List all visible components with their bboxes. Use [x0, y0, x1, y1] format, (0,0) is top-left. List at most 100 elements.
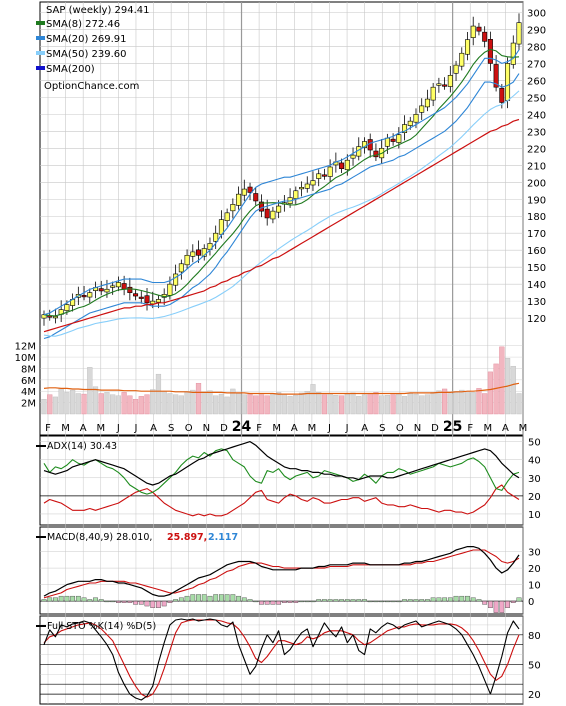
volume-tick-label: 6M	[21, 376, 36, 387]
candle-body	[201, 248, 207, 257]
macd-histogram-bar	[430, 597, 436, 602]
volume-tick-label: 4M	[21, 387, 36, 398]
volume-bar	[316, 392, 322, 415]
candle-body	[516, 22, 522, 45]
x-tick-label: J	[345, 423, 349, 434]
volume-bar	[482, 393, 488, 415]
candle-body	[264, 208, 270, 219]
price-tick-label: 180	[527, 212, 546, 223]
macd-histogram-bar	[465, 595, 470, 602]
legend-label-sma20: SMA(20) 269.91	[46, 34, 127, 45]
macd-histogram-bar	[367, 600, 373, 603]
volume-bar	[327, 393, 333, 415]
macd-histogram-bar	[190, 594, 196, 602]
price-tick-label: 190	[527, 195, 546, 206]
stoch-k-line	[43, 618, 520, 701]
macd-histogram-bar	[322, 599, 327, 602]
x-tick-label: F	[256, 423, 262, 434]
candle-body	[173, 273, 179, 286]
macd-histogram-bar	[482, 600, 488, 605]
volume-bar	[361, 394, 368, 415]
macd-title: MACD(8,40,9) 28.010, 25.897, 2.117	[36, 532, 238, 543]
legend-label-sma200: SMA(200)	[46, 64, 95, 75]
adx-tick-label: 30	[528, 474, 541, 485]
macd-histogram-bar	[379, 600, 385, 603]
macd-histogram-bar	[373, 600, 379, 603]
legend-swatch-sma8	[36, 21, 45, 25]
volume-bar	[401, 396, 408, 415]
candle-body	[218, 219, 224, 235]
macd-histogram-bar	[350, 599, 356, 602]
candle-body	[121, 283, 127, 290]
price-tick-label: 240	[527, 110, 546, 121]
macd-histogram-bar	[167, 600, 173, 603]
candle-body	[98, 288, 104, 292]
volume-bar	[195, 383, 202, 415]
x-tick-label: J	[116, 423, 120, 434]
stoch-tick-label: 80	[528, 631, 541, 642]
x-tick-label: 24	[232, 419, 252, 435]
candle-body	[487, 39, 493, 64]
macd-histogram-bar	[224, 594, 230, 602]
moving-average-lines	[43, 48, 520, 340]
macd-histogram-bar	[327, 599, 333, 602]
x-tick-label: J	[133, 423, 137, 434]
volume-bar	[442, 388, 448, 415]
volume-bar	[230, 388, 236, 415]
adx-tick-label: 20	[528, 492, 541, 503]
volume-bar	[419, 395, 425, 415]
macd-histogram-bar	[516, 597, 522, 602]
candle-body	[299, 187, 305, 190]
macd-histogram-bar	[459, 595, 465, 602]
volume-bar	[321, 394, 328, 415]
price-tick-label: 150	[527, 263, 546, 274]
macd-histogram-bar	[93, 597, 98, 602]
legend-label-sma8: SMA(8) 272.46	[46, 19, 120, 30]
macd-histogram-bar	[425, 599, 430, 602]
candle-body	[241, 188, 247, 196]
candle-body	[442, 84, 448, 87]
sma20-lower-band	[43, 73, 520, 340]
volume-bar	[430, 392, 436, 415]
candle-body	[104, 288, 110, 293]
volume-bar	[75, 393, 81, 415]
volume-bar	[453, 392, 459, 415]
price-tick-label: 120	[527, 314, 546, 325]
volume-bar	[247, 393, 253, 415]
volume-bar	[350, 392, 356, 415]
macd-histogram-bar	[230, 594, 236, 602]
candle-body	[64, 304, 70, 311]
volume-tick-label: 10M	[15, 353, 36, 364]
macd-histogram-bar	[344, 599, 350, 602]
macd-histogram-bar	[276, 600, 282, 605]
price-tick-label: 220	[527, 144, 546, 155]
candle-body	[258, 201, 264, 212]
candle-body	[459, 52, 465, 67]
candle-body	[304, 183, 310, 189]
chart-title: SAP (weekly) 294.41	[46, 5, 150, 16]
volume-bar	[384, 395, 390, 415]
volume-bar	[218, 393, 225, 415]
volume-bar	[104, 392, 110, 415]
volume-bar	[264, 395, 270, 415]
volume-bar	[510, 365, 516, 415]
macd-histogram-bar	[64, 595, 70, 602]
minus-di-line	[43, 484, 520, 517]
price-legend: SAP (weekly) 294.41 SMA(8) 272.46 SMA(20…	[36, 5, 150, 92]
macd-tick-label: 30	[528, 548, 541, 559]
x-tick-label: O	[185, 423, 193, 434]
sma8-line	[43, 48, 520, 317]
price-tick-label: 170	[527, 229, 546, 240]
volume-bar	[516, 393, 522, 415]
macd-histogram-bar	[453, 595, 459, 602]
volume-bar	[92, 386, 99, 415]
macd-histogram-bar	[339, 599, 344, 602]
volume-bar	[379, 395, 385, 415]
macd-histogram-bar	[384, 600, 390, 603]
macd-signal-line	[43, 549, 520, 599]
macd-histogram-bar	[499, 600, 505, 613]
volume-bar	[224, 396, 230, 415]
x-tick-label: M	[483, 423, 492, 434]
candle-body	[367, 139, 373, 151]
macd-histogram-bar	[81, 597, 87, 602]
